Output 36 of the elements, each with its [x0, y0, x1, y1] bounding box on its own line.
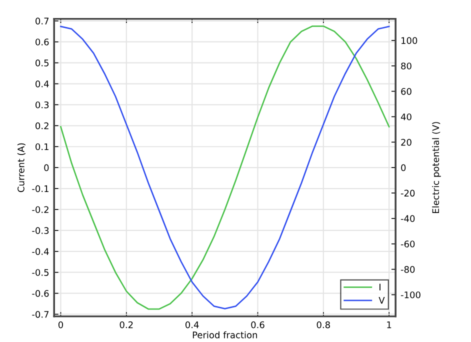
y2-tick-label: -100 [400, 291, 420, 298]
y2-tick-label: -20 [400, 190, 415, 197]
y-tick-label: 0.6 [36, 38, 49, 46]
y-tick-label: 0.4 [36, 80, 49, 88]
x-tick-label: 0.4 [185, 321, 199, 328]
y-tick-label: 0.1 [36, 143, 48, 150]
y2-tick-label: 40 [400, 113, 412, 120]
y-tick-label: -0.6 [32, 290, 49, 297]
x-tick-label: 0.6 [251, 321, 264, 328]
y2-tick-label: -40 [400, 215, 415, 222]
y2-tick-label: 80 [401, 62, 412, 70]
y2-tick-label: 20 [401, 138, 412, 146]
y-tick-label: -0.2 [32, 206, 48, 214]
y-tick-label: 0.7 [36, 18, 49, 24]
y-tick-label: -0.3 [32, 227, 49, 234]
y-tick-label: -0.5 [32, 269, 49, 276]
y-tick-label: 0 [44, 164, 49, 172]
legend-label: V [378, 297, 385, 304]
y-tick-label: -0.4 [32, 248, 49, 255]
y2-tick-label: 0 [401, 164, 406, 172]
x-tick-label: 0.8 [316, 321, 330, 328]
y-tick-label: -0.7 [32, 310, 49, 318]
x-tick-label: 1 [387, 321, 392, 328]
y-tick-label: -0.1 [32, 185, 48, 192]
y-tick-label: 0.5 [36, 60, 49, 66]
y2-tick-label: -60 [400, 240, 415, 248]
y2-axis-title: Electric potential (V) [432, 122, 441, 213]
y-tick-label: 0.2 [36, 122, 48, 130]
x-tick-label: 0.2 [120, 321, 133, 328]
y-axis-title: Current (A) [17, 143, 26, 192]
y2-tick-label: -80 [400, 266, 415, 273]
x-tick-label: 0 [58, 321, 64, 328]
y-tick-label: 0.3 [36, 101, 49, 108]
y2-tick-label: 100 [401, 37, 418, 44]
x-axis-title: Period fraction [192, 331, 257, 338]
y2-tick-label: 60 [401, 88, 412, 95]
